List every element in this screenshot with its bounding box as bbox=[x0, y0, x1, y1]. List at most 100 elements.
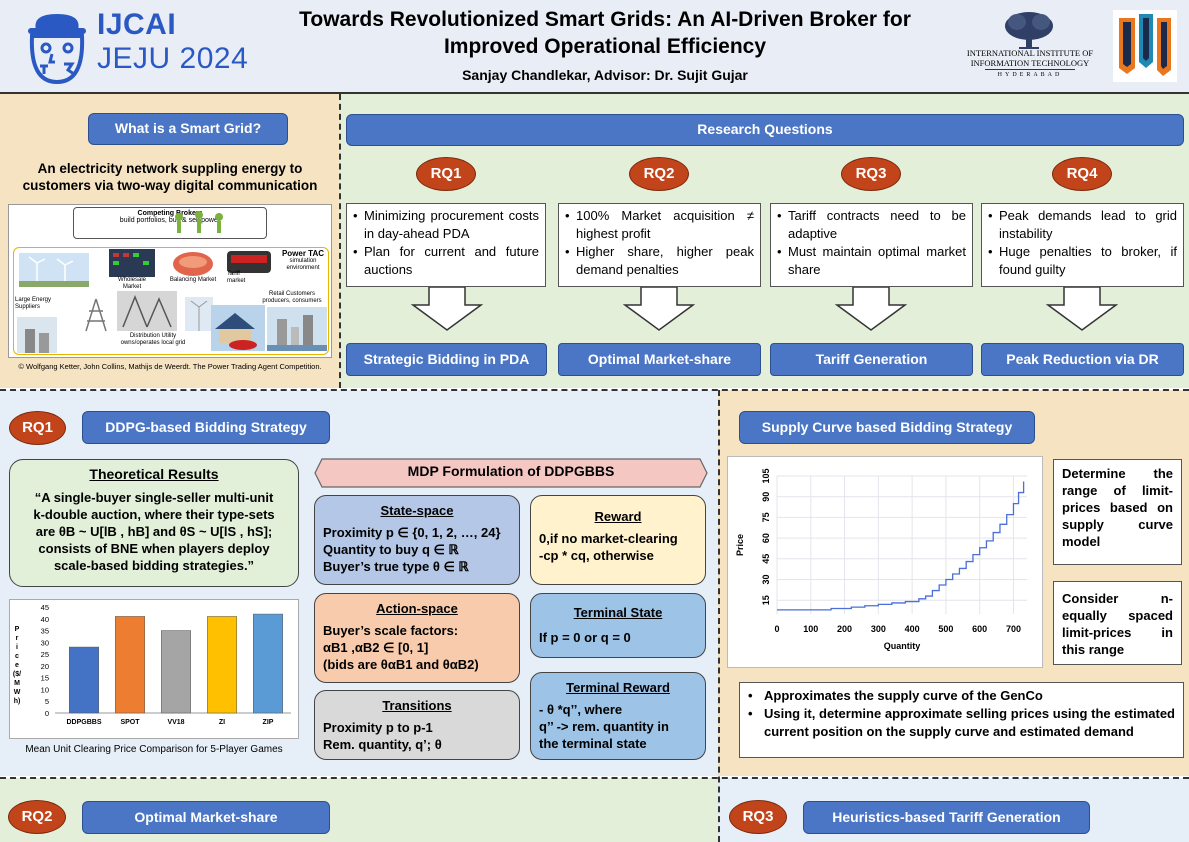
rq3-outcome: Tariff Generation bbox=[770, 343, 973, 376]
theory-line: consists of BNE when players deploy bbox=[38, 541, 270, 556]
city-skyline-icon bbox=[267, 307, 327, 351]
institute-city: HYDERABAD bbox=[997, 72, 1063, 78]
distribution-label: Distribution Utility owns/operates local… bbox=[120, 333, 186, 346]
terminal-reward-line: - θ *q’’, where bbox=[539, 702, 623, 717]
theoretical-results-card: Theoretical Results “A single-buyer sing… bbox=[9, 459, 299, 587]
rq1-section-heading: DDPG-based Bidding Strategy bbox=[82, 411, 330, 444]
y-tick-label: 10 bbox=[41, 685, 49, 694]
action-line: Buyer’s scale factors: bbox=[323, 623, 459, 638]
reward-line: -cp * cq, otherwise bbox=[539, 548, 654, 563]
action-space-card: Action-space Buyer’s scale factors: αB1 … bbox=[314, 593, 520, 683]
y-tick-label: 5 bbox=[45, 697, 49, 706]
x-tick-label: 0 bbox=[774, 624, 779, 634]
institute-divider bbox=[985, 69, 1075, 70]
bar-zi bbox=[207, 616, 237, 714]
rq4-bullet: Peak demands lead to grid instability bbox=[988, 207, 1177, 243]
theory-line: scale-based bidding strategies.” bbox=[53, 558, 255, 573]
smart-grid-description: An electricity network suppling energy t… bbox=[22, 161, 318, 193]
rq1-description: Minimizing procurement costs in day-ahea… bbox=[346, 203, 546, 287]
mdp-heading: MDP Formulation of DDPGBBS bbox=[407, 463, 615, 479]
theory-line: are θB ~ U[lB , hB] and θS ~ U[lS , hS]; bbox=[35, 524, 273, 539]
divider bbox=[718, 390, 720, 842]
institute-name: INTERNATIONAL INSTITUTE OF INFORMATION T… bbox=[962, 48, 1098, 68]
supply-note: Approximates the supply curve of the Gen… bbox=[748, 687, 1175, 705]
tariff-market-icon bbox=[227, 251, 271, 273]
state-line: Quantity to buy q ∈ ℝ bbox=[323, 542, 459, 557]
y-axis-label-fragment: P bbox=[15, 626, 20, 633]
solar-house-car-icon bbox=[211, 305, 265, 351]
y-axis-label-fragment: c bbox=[15, 653, 19, 660]
terminal-state-title: Terminal State bbox=[573, 605, 663, 620]
rq2-description: 100% Market acquisition ≠ highest profit… bbox=[558, 203, 761, 287]
competing-brokers-sublabel: build portfolios, buy & sell power bbox=[119, 217, 221, 224]
theory-text: “A single-buyer single-seller multi-unit… bbox=[18, 489, 290, 574]
down-arrow-icon bbox=[411, 287, 483, 331]
rq2-bullet: Higher share, higher peak demand penalti… bbox=[565, 243, 754, 279]
terminal-reward-line: the terminal state bbox=[539, 736, 647, 751]
power-tac-sublabel: simulation environment bbox=[286, 258, 320, 271]
rq1-outcome: Strategic Bidding in PDA bbox=[346, 343, 547, 376]
rq2-outcome: Optimal Market-share bbox=[558, 343, 761, 376]
theory-line: “A single-buyer single-seller multi-unit bbox=[34, 490, 274, 505]
power-tac-label: Power TAC bbox=[281, 249, 325, 258]
y-tick-label: 35 bbox=[41, 627, 49, 636]
lab-logo-icon bbox=[1113, 10, 1177, 82]
rq1-bullet: Plan for current and future auctions bbox=[353, 243, 539, 279]
terminal-state-card: Terminal State If p = 0 or q = 0 bbox=[530, 593, 706, 658]
wholesale-market-icon bbox=[109, 249, 155, 277]
x-tick-label: 100 bbox=[803, 624, 818, 634]
action-line: (bids are θαB1 and θαB2) bbox=[323, 657, 479, 672]
y-tick-label: 40 bbox=[41, 615, 49, 624]
theory-title: Theoretical Results bbox=[89, 466, 219, 482]
down-arrow-icon bbox=[835, 287, 907, 331]
y-tick-label: 30 bbox=[761, 574, 771, 584]
price-comparison-chart: 0 5 10 15 20 25 30 35 40 45 Price ($/ MWh) DDPGBBS SPO… bbox=[13, 603, 291, 726]
power-tac-label-group: Power TAC simulation environment bbox=[277, 249, 329, 272]
y-tick-label: 45 bbox=[761, 554, 771, 564]
x-tick-label: VV18 bbox=[167, 719, 184, 726]
supply-curve-line bbox=[777, 481, 1025, 611]
rq3-bullet: Must maintain optimal market share bbox=[777, 243, 966, 279]
x-tick-label: SPOT bbox=[120, 719, 140, 726]
transitions-line: Rem. quantity, q’; θ bbox=[323, 737, 442, 752]
rq2-bullet: 100% Market acquisition ≠ highest profit bbox=[565, 207, 754, 243]
rq4-bullet: Huge penalties to broker, if found guilt… bbox=[988, 243, 1177, 279]
supply-curve-heading: Supply Curve based Bidding Strategy bbox=[739, 411, 1035, 444]
y-tick-label: 60 bbox=[761, 533, 771, 543]
mdp-banner-shape bbox=[314, 458, 708, 488]
y-tick-label: 105 bbox=[761, 468, 771, 483]
divider bbox=[0, 777, 1189, 779]
tariff-label: Tariff market bbox=[227, 271, 246, 284]
supply-curve-notes: Approximates the supply curve of the Gen… bbox=[739, 682, 1184, 758]
x-axis-label: Quantity bbox=[884, 641, 921, 651]
reward-card: Reward 0,if no market-clearing -cp * cq,… bbox=[530, 495, 706, 585]
y-tick-label: 25 bbox=[41, 650, 49, 659]
bar-vv18 bbox=[161, 630, 191, 714]
y-tick-label: 15 bbox=[41, 674, 49, 683]
title-line-2: Improved Operational Efficiency bbox=[443, 35, 767, 58]
power-tac-figure: Competing Brokers build portfolios, buy … bbox=[8, 204, 332, 358]
smart-grid-heading: What is a Smart Grid? bbox=[88, 113, 288, 145]
rq3-section-badge: RQ3 bbox=[729, 800, 787, 834]
balancing-market-icon bbox=[173, 252, 213, 276]
action-line: αB1 ,αB2 ∈ [0, 1] bbox=[323, 640, 429, 655]
x-tick-label: 400 bbox=[905, 624, 920, 634]
y-axis-label-fragment: h) bbox=[14, 698, 21, 705]
rq1-section-badge: RQ1 bbox=[9, 411, 66, 445]
reward-title: Reward bbox=[594, 509, 642, 524]
supply-curve-chart: 15 30 45 60 75 90 105 0 100 200 300 400 500 600 700 Qua… bbox=[735, 468, 1027, 651]
authors: Sanjay Chandlekar, Advisor: Dr. Sujit Gu… bbox=[462, 67, 748, 83]
broker-agents-icon bbox=[175, 211, 223, 233]
balancing-label: Balancing Market bbox=[169, 277, 217, 283]
rq1-bullet: Minimizing procurement costs in day-ahea… bbox=[353, 207, 539, 243]
terminal-reward-line: q’’ -> rem. quantity in bbox=[539, 719, 669, 734]
wholesale-label: Wholesale Market bbox=[117, 277, 146, 290]
y-axis-label-fragment: ($/ bbox=[13, 671, 21, 678]
x-tick-label: 300 bbox=[871, 624, 886, 634]
competing-brokers-label: Competing Brokers bbox=[137, 210, 203, 217]
title-line-1: Towards Revolutionized Smart Grids: An A… bbox=[299, 8, 911, 31]
y-tick-label: 75 bbox=[761, 512, 771, 522]
wind-turbines-icon bbox=[19, 253, 89, 287]
wind-turbine-small-icon bbox=[185, 297, 213, 331]
y-tick-label: 20 bbox=[41, 662, 49, 671]
